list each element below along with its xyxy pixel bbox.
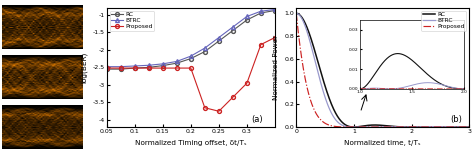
Line: BTRC: BTRC (296, 13, 469, 127)
BTRC (373, 126, 379, 128)
RC (230, 30, 236, 31)
Proposed (258, 44, 264, 45)
Proposed (230, 96, 236, 98)
Proposed (302, 77, 308, 79)
RC (272, 10, 278, 11)
Line: RC: RC (296, 13, 469, 127)
Proposed (377, 126, 383, 128)
BTRC (244, 16, 250, 17)
BTRC (216, 37, 222, 38)
RC (373, 124, 379, 126)
RC (466, 126, 472, 128)
RC (216, 40, 222, 42)
BTRC (118, 66, 124, 68)
RC (146, 67, 152, 68)
Line: Proposed: Proposed (296, 13, 469, 127)
RC (258, 12, 264, 14)
Text: (b): (b) (450, 115, 462, 124)
Proposed (461, 126, 467, 128)
RC (104, 68, 109, 70)
BTRC (378, 126, 383, 128)
Proposed (104, 67, 109, 69)
BTRC (258, 10, 264, 12)
Proposed (202, 107, 208, 109)
RC (244, 19, 250, 21)
Proposed (132, 67, 137, 69)
Y-axis label: Normalized Power: Normalized Power (273, 35, 279, 100)
Proposed (188, 67, 193, 69)
RC (377, 124, 383, 126)
BTRC (302, 25, 308, 27)
Proposed (429, 126, 435, 128)
BTRC (293, 98, 299, 99)
RC (188, 58, 193, 60)
RC (302, 22, 308, 24)
Proposed (373, 126, 379, 128)
BTRC (146, 64, 152, 66)
RC (132, 67, 137, 69)
RC (118, 68, 124, 70)
BTRC (160, 63, 165, 65)
Y-axis label: log(BER): log(BER) (81, 52, 87, 83)
BTRC (430, 126, 436, 128)
RC (174, 62, 180, 64)
Proposed (272, 37, 278, 38)
Proposed (174, 67, 180, 69)
Proposed (118, 67, 124, 69)
BTRC (293, 12, 299, 14)
BTRC (104, 66, 109, 68)
RC (202, 51, 208, 53)
BTRC (188, 55, 193, 57)
X-axis label: Normalized time, t/Tₛ: Normalized time, t/Tₛ (345, 140, 421, 146)
Proposed (244, 82, 250, 84)
Line: RC: RC (105, 9, 277, 71)
BTRC (466, 126, 472, 128)
BTRC (272, 8, 278, 10)
Proposed (216, 110, 222, 112)
RC (461, 126, 467, 128)
RC (160, 65, 165, 67)
Proposed (466, 126, 472, 128)
RC (429, 126, 435, 128)
Proposed (293, 12, 299, 14)
Proposed (461, 126, 467, 128)
BTRC (132, 65, 137, 67)
Line: Proposed: Proposed (105, 36, 277, 113)
Text: (a): (a) (251, 115, 263, 124)
Legend: RC, BTRC, Proposed: RC, BTRC, Proposed (109, 11, 155, 31)
Proposed (160, 67, 165, 69)
BTRC (202, 47, 208, 49)
Proposed (146, 67, 152, 69)
Legend: RC, BTRC, Proposed: RC, BTRC, Proposed (421, 11, 466, 31)
BTRC (174, 61, 180, 62)
BTRC (230, 26, 236, 28)
RC (293, 12, 299, 14)
Line: BTRC: BTRC (105, 8, 277, 69)
BTRC (461, 126, 467, 128)
RC (461, 126, 467, 128)
BTRC (462, 126, 467, 128)
X-axis label: Normalized Timing offset, δt/Tₛ: Normalized Timing offset, δt/Tₛ (135, 140, 246, 146)
